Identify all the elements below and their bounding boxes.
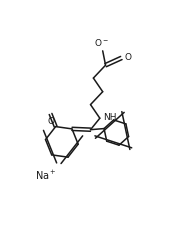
Text: O: O [48, 117, 55, 126]
Text: O: O [125, 53, 132, 62]
Text: O$^-$: O$^-$ [94, 37, 109, 48]
Text: NH: NH [103, 113, 117, 122]
Text: Na$^+$: Na$^+$ [35, 169, 56, 182]
